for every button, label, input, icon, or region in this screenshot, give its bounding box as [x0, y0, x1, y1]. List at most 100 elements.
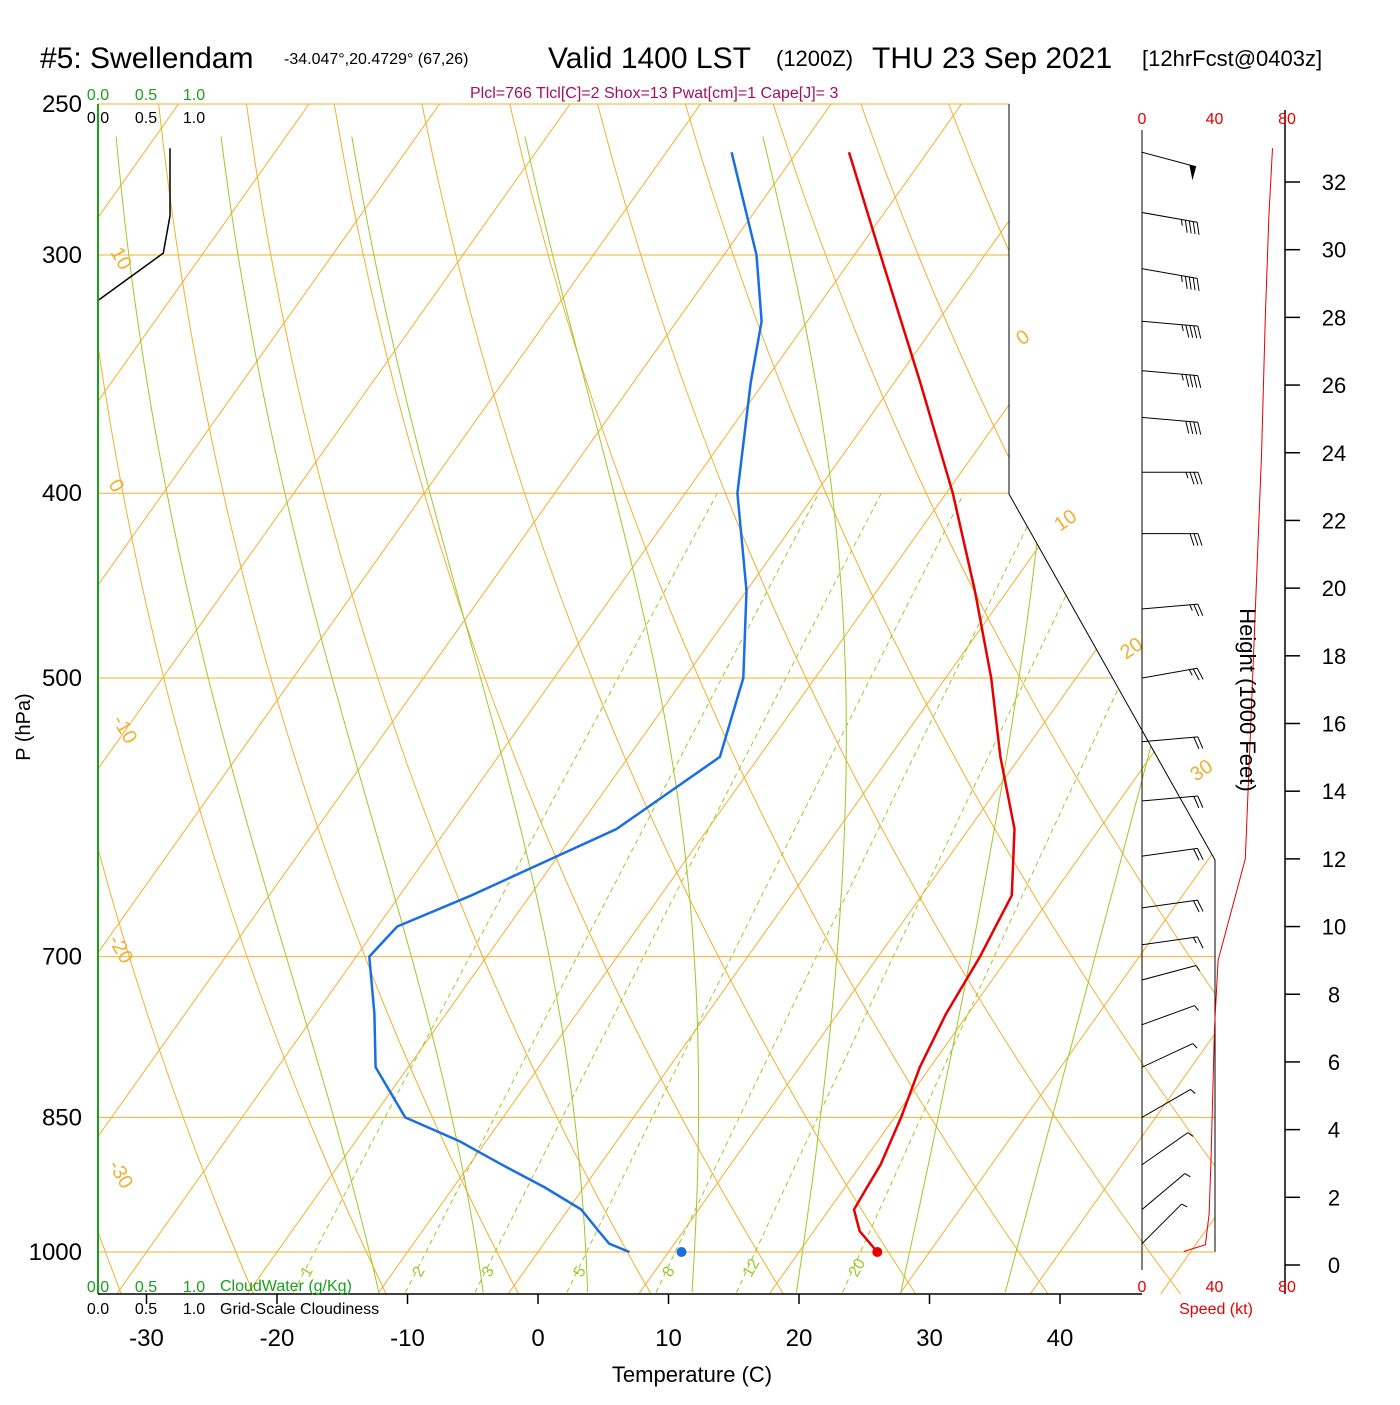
wind-barb [1142, 1174, 1190, 1210]
wind-barb-full [1198, 737, 1203, 749]
mixing-ratio-lines [293, 493, 1210, 1292]
mixing-ratio-line [843, 493, 1211, 1292]
isotherm-line [378, 104, 1223, 1294]
cloudiness-profile [98, 148, 170, 300]
isotherm-label: 10 [1050, 505, 1081, 536]
pressure-tick-label: 1000 [29, 1239, 82, 1266]
x-axis-label: Temperature (C) [612, 1362, 772, 1387]
station-title: #5: Swellendam [40, 42, 253, 75]
speed-tick-label-bottom: 40 [1206, 1279, 1224, 1296]
wind-barb [1142, 417, 1201, 434]
wind-barb-full [1190, 325, 1193, 337]
wind-barb-half [1196, 965, 1199, 970]
height-tick-label: 6 [1328, 1050, 1340, 1075]
wind-barb-staff [1142, 1174, 1185, 1210]
cloudwater-label: CloudWater (g/Kg) [220, 1278, 352, 1295]
height-tick-label: 20 [1322, 576, 1346, 601]
wind-barb-full [1194, 375, 1197, 387]
isotherm-line [117, 104, 962, 1294]
wind-barb-half [1189, 670, 1192, 676]
temperature-tick-label: 0 [531, 1325, 544, 1352]
wind-barb-full [1198, 534, 1202, 546]
pressure-lines [98, 104, 1215, 1252]
wind-barb-half [1185, 1174, 1190, 1177]
wind-barb-staff [1142, 269, 1197, 279]
isotherm-label: 10 [106, 244, 136, 274]
cloudwater-tick-top: 0.0 [87, 87, 109, 104]
speed-tick-label-bottom: 80 [1278, 1279, 1296, 1296]
isotherm-label: 30 [1186, 755, 1217, 786]
cloudiness-tick-top: 0.5 [135, 110, 157, 127]
wind-barb-full [1197, 278, 1199, 291]
wind-barb-full [1198, 604, 1203, 616]
wind-barb [1142, 152, 1196, 180]
dry-adiabat-line [0, 104, 254, 1294]
wind-barb-full [1194, 796, 1199, 808]
wind-barb [1142, 321, 1201, 338]
speed-tick-label-top: 0 [1138, 111, 1147, 128]
moist-adiabat-line [525, 137, 699, 1293]
wind-barb-staff [1142, 1204, 1182, 1244]
wind-barb-half [1193, 1044, 1197, 1049]
wind-barb-full [1186, 375, 1189, 387]
pressure-tick-label: 250 [42, 91, 82, 118]
station-coords: -34.047°,20.4729° (67,26) [284, 51, 468, 68]
wind-barb-full [1190, 422, 1193, 434]
sounding-profiles [98, 148, 1015, 1257]
wind-barb-full [1198, 376, 1201, 388]
isotherm-line [508, 104, 1353, 1294]
dry-adiabat-line [71, 104, 386, 1294]
wind-barb [1142, 1006, 1199, 1025]
height-tick-label: 30 [1322, 238, 1346, 263]
height-tick-label: 4 [1328, 1118, 1340, 1143]
wind-barb [1142, 1204, 1187, 1244]
wind-barb-full [1197, 222, 1199, 235]
wind-barb-staff [1142, 965, 1196, 979]
surface-temperature-marker [872, 1247, 882, 1257]
pressure-tick-label: 400 [42, 480, 82, 507]
wind-barb-full [1190, 375, 1193, 387]
height-tick-label: 22 [1322, 508, 1346, 533]
wind-barb-full [1190, 534, 1194, 546]
wind-barb-staff [1142, 417, 1198, 422]
dry-adiabat-line [949, 104, 1400, 1294]
wind-barb-full [1198, 326, 1201, 338]
height-tick-label: 12 [1322, 847, 1346, 872]
dry-adiabat-line [1388, 104, 1400, 1294]
wind-barb-full [1194, 472, 1198, 484]
valid-zulu: (1200Z) [776, 46, 853, 71]
mixing-ratio-label: 8 [660, 1264, 679, 1280]
wind-barb-staff [1142, 1133, 1188, 1165]
dewpoint-profile [369, 152, 761, 1252]
height-tick-label: 10 [1322, 915, 1346, 940]
wind-barb-half [1182, 325, 1183, 331]
height-tick-label: 28 [1322, 305, 1346, 330]
valid-time: Valid 1400 LST [548, 42, 751, 75]
wind-barb-full [1194, 737, 1199, 749]
wind-barb-staff [1142, 371, 1198, 376]
wind-barb [1142, 604, 1203, 616]
wind-barb-staff [1142, 213, 1197, 223]
wind-barb-half [1193, 937, 1196, 943]
mixing-ratio-label: 12 [740, 1256, 764, 1280]
mixing-ratio-line [293, 493, 717, 1292]
wind-barb-full [1194, 326, 1197, 338]
cloudiness-tick-bottom: 0.5 [135, 1301, 157, 1318]
wind-barb-staff [1142, 900, 1197, 908]
temperature-tick-label: -20 [260, 1325, 295, 1352]
isotherm-line [639, 104, 1400, 1294]
isotherm-label: -30 [104, 1157, 138, 1193]
wind-barb-full [1194, 422, 1197, 434]
height-tick-label: 26 [1322, 373, 1346, 398]
temperature-profile [849, 152, 1015, 1252]
temperature-tick-label: -10 [390, 1325, 425, 1352]
speed-axis-label: Speed (kt) [1179, 1301, 1253, 1318]
wind-barb-staff [1142, 152, 1196, 166]
wind-barb [1142, 472, 1202, 484]
wind-barb-staff [1142, 796, 1198, 801]
cloudiness-tick-bottom: 1.0 [183, 1301, 205, 1318]
height-tick-label: 8 [1328, 982, 1340, 1007]
